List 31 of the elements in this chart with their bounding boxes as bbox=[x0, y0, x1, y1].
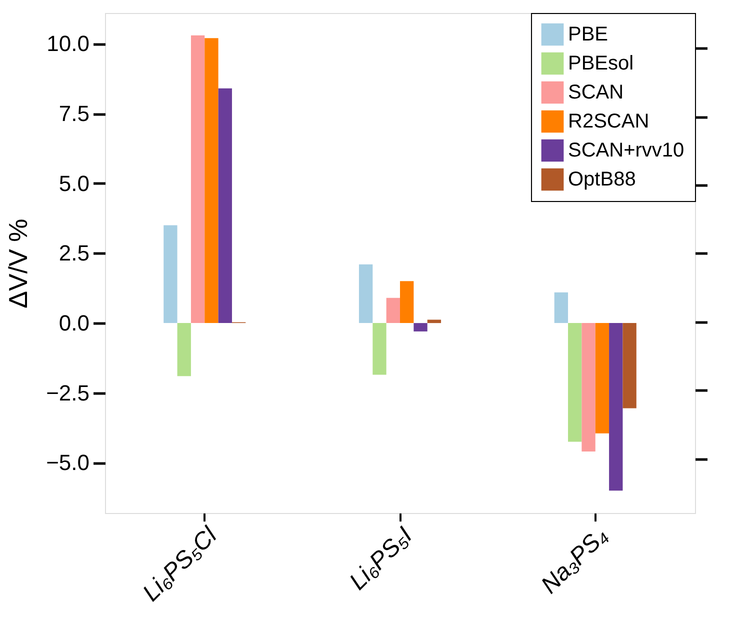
y-tick-label: 0.0 bbox=[58, 310, 90, 336]
bar bbox=[400, 281, 414, 324]
bar bbox=[386, 298, 400, 324]
bar bbox=[177, 323, 191, 376]
legend-label: PBEsol bbox=[568, 52, 634, 74]
y-tick-label: −5.0 bbox=[46, 450, 90, 476]
bar bbox=[164, 225, 178, 324]
legend-label: OptB88 bbox=[568, 168, 636, 190]
bar bbox=[358, 264, 373, 324]
y-axis-title: ΔV/V % bbox=[3, 218, 34, 308]
bar bbox=[372, 323, 386, 375]
y-tick-label: −2.5 bbox=[46, 380, 90, 406]
bar bbox=[204, 38, 218, 324]
bar bbox=[427, 320, 442, 324]
y-tick-label: 5.0 bbox=[58, 170, 90, 196]
bar bbox=[218, 88, 232, 324]
bar bbox=[568, 323, 582, 442]
legend-label: R2SCAN bbox=[568, 110, 650, 132]
bar bbox=[609, 323, 623, 491]
bar bbox=[554, 292, 568, 324]
y-tick-label: 10.0 bbox=[46, 31, 90, 56]
legend-label: PBE bbox=[568, 24, 608, 46]
y-tick-label: 2.5 bbox=[58, 240, 90, 266]
bar bbox=[595, 323, 610, 434]
bar bbox=[582, 323, 596, 452]
bar bbox=[414, 323, 428, 332]
legend-label: SCAN+rvv10 bbox=[568, 140, 684, 162]
y-tick-label: 7.5 bbox=[58, 101, 90, 126]
bar bbox=[622, 323, 636, 408]
legend-label: SCAN bbox=[568, 82, 624, 104]
bar bbox=[190, 35, 205, 324]
